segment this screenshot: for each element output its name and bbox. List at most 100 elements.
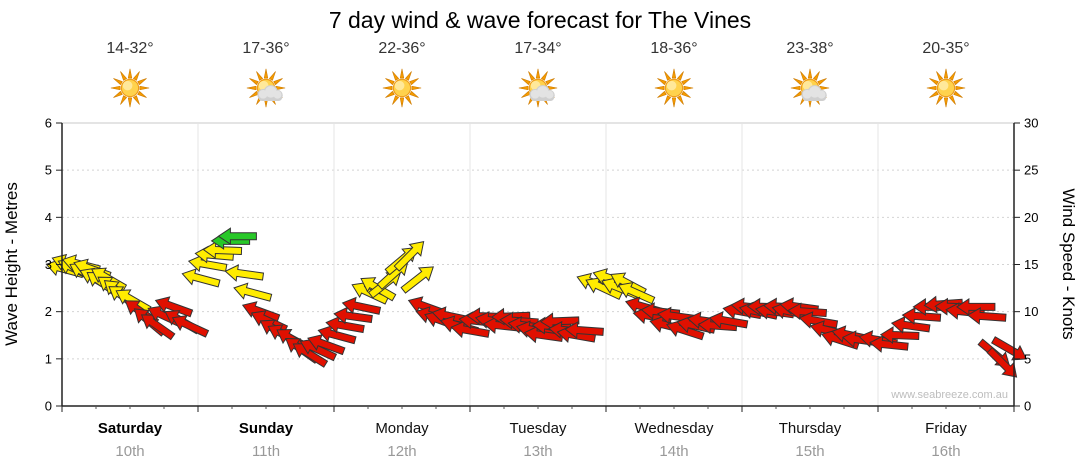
- wind-arrow: [341, 296, 382, 315]
- day-label: Tuesday: [510, 420, 567, 437]
- wind-arrow: [187, 254, 228, 273]
- wind-arrow: [292, 343, 329, 368]
- sun-icon: [382, 68, 422, 108]
- wind-arrow: [798, 311, 839, 329]
- day-label: Monday: [375, 420, 429, 437]
- wind-arrow: [617, 281, 656, 305]
- sun-highlight: [938, 80, 949, 91]
- sun-ray: [246, 85, 257, 91]
- wind-arrow: [202, 241, 243, 260]
- right-axis-tick-label: 10: [1024, 304, 1038, 319]
- sun-ray: [676, 95, 684, 105]
- wind-arrow: [901, 307, 942, 325]
- sun-ray: [110, 85, 121, 91]
- wind-arrow: [233, 282, 273, 302]
- sun-ray: [113, 90, 123, 98]
- wind-arrow: [955, 297, 996, 316]
- cloud-overlay: [529, 85, 555, 101]
- sun-ray: [676, 71, 684, 81]
- grid-layer: [62, 122, 1014, 406]
- day-date-label: 16th: [931, 443, 960, 460]
- wind-arrow: [564, 321, 604, 339]
- wind-arrow: [181, 268, 221, 288]
- wind-arrow: [224, 264, 265, 282]
- day-temp: 17-34°: [514, 40, 562, 57]
- sun-ray: [139, 85, 150, 91]
- wind-arrow: [171, 314, 210, 338]
- sun-ray: [137, 90, 147, 98]
- sun-ray: [521, 90, 531, 98]
- forecast-day-friday: 20-35°: [878, 40, 1014, 111]
- sun-ray: [113, 78, 123, 86]
- sun-ray: [411, 85, 422, 91]
- sun-ray: [399, 68, 405, 79]
- sun-ray: [664, 95, 672, 105]
- sun-icon: [654, 68, 694, 108]
- forecast-day-sunday: 17-36°: [198, 40, 334, 111]
- sun-ray: [664, 71, 672, 81]
- sun-ray: [404, 71, 412, 81]
- sun-ray: [800, 71, 808, 81]
- sun-cloud-icon: [790, 68, 830, 108]
- forecast-day-saturday: 14-32°: [62, 40, 198, 111]
- left-axis-tick-label: 2: [45, 304, 52, 319]
- sun-ray: [953, 78, 963, 86]
- left-axis-tick-label: 0: [45, 399, 52, 414]
- right-axis-tick-label: 20: [1024, 210, 1038, 225]
- sun-ray: [409, 90, 419, 98]
- sun-ray: [521, 78, 531, 86]
- left-axis-label: Wave Height - Metres: [2, 182, 21, 346]
- wind-arrow: [154, 296, 194, 318]
- wind-arrow: [787, 302, 828, 321]
- sun-highlight: [122, 80, 133, 91]
- day-date-label: 14th: [659, 443, 688, 460]
- wind-arrow: [890, 316, 931, 334]
- sun-ray: [249, 90, 259, 98]
- sun-icon: [926, 68, 966, 108]
- forecast-day-monday: 22-36°: [334, 40, 470, 111]
- wind-arrow: [333, 306, 373, 325]
- sun-cloud-icon: [518, 68, 558, 108]
- sun-ray: [793, 90, 803, 98]
- sun-ray: [132, 95, 140, 105]
- forecast-day-thursday: 23-38°: [742, 40, 878, 111]
- sun-ray: [263, 68, 269, 79]
- day-date-label: 12th: [387, 443, 416, 460]
- sun-ray: [955, 85, 966, 91]
- sun-ray: [654, 85, 665, 91]
- sun-ray: [936, 95, 944, 105]
- sun-ray: [657, 78, 667, 86]
- forecast-day-tuesday: 17-34°: [470, 40, 606, 111]
- watermark: www.seabreeze.com.au: [890, 389, 1008, 401]
- day-temp: 22-36°: [378, 40, 426, 57]
- left-axis-tick-label: 6: [45, 116, 52, 131]
- left-axis-tick-label: 5: [45, 163, 52, 178]
- wind-arrow: [879, 326, 920, 345]
- sun-ray: [793, 78, 803, 86]
- right-axis-label: Wind Speed - Knots: [1059, 188, 1078, 339]
- axes-layer: 0 1 2 3 4 5 6 0 5 10 15 20 25 30 Saturday 10th Sunday 11t…: [45, 116, 1039, 461]
- sun-ray: [268, 71, 276, 81]
- sun-ray: [127, 68, 133, 79]
- sun-ray: [249, 78, 259, 86]
- wind-arrows-layer: [45, 227, 1028, 378]
- wind-arrow: [325, 315, 365, 334]
- wind-arrow: [986, 346, 1018, 378]
- sun-ray: [671, 68, 677, 79]
- sun-ray: [382, 85, 393, 91]
- sun-ray: [681, 78, 691, 86]
- sun-ray: [953, 90, 963, 98]
- forecast-row: 14-32° 17-36° 22-36° 17-34° 18-36° 23-38° 20-3…: [0, 0, 1080, 120]
- day-temp: 14-32°: [106, 40, 154, 57]
- day-date-label: 10th: [115, 443, 144, 460]
- sun-ray: [948, 71, 956, 81]
- cloud-overlay: [257, 85, 283, 101]
- day-label: Sunday: [239, 420, 294, 437]
- sun-highlight: [666, 80, 677, 91]
- sun-ray: [518, 85, 529, 91]
- sun-ray: [120, 71, 128, 81]
- sun-ray: [528, 71, 536, 81]
- sun-ray: [929, 78, 939, 86]
- wind-arrow: [307, 334, 346, 356]
- sun-highlight: [394, 80, 405, 91]
